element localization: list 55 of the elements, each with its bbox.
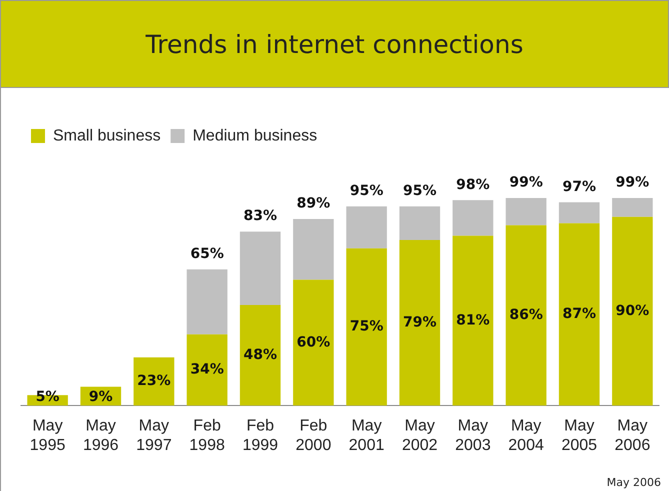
data-label: 86% — [509, 307, 543, 324]
bar — [240, 304, 281, 406]
data-label: 90% — [616, 302, 650, 319]
total-label: 99% — [509, 174, 543, 191]
data-label: 60% — [296, 334, 330, 350]
x-tick-label: May 2002 — [402, 418, 438, 454]
bar — [452, 236, 494, 406]
bar — [134, 357, 174, 406]
x-tick-label: Feb 2000 — [296, 418, 332, 454]
bar — [293, 280, 334, 406]
data-label: 23% — [137, 373, 171, 390]
x-tick-label: May 1996 — [82, 418, 119, 454]
data-label: 75% — [350, 318, 384, 335]
bar — [346, 206, 387, 248]
bar — [558, 223, 600, 406]
bar — [506, 198, 546, 226]
chart-title: Trends in internet connections — [0, 0, 669, 88]
bar — [240, 232, 281, 305]
total-label: 83% — [243, 208, 278, 224]
x-tick-label: May 1997 — [136, 418, 172, 454]
x-tick-label: Feb 1999 — [242, 418, 278, 454]
bar — [346, 248, 387, 406]
x-tick-label: May 2004 — [508, 418, 544, 454]
legend-label: Medium business — [192, 127, 318, 144]
bar — [558, 202, 600, 224]
total-label: 89% — [296, 196, 330, 212]
bar — [186, 334, 228, 406]
data-label: 34% — [190, 362, 224, 378]
text: May 2006 — [606, 476, 661, 489]
x-tick-label: May 2001 — [348, 418, 384, 454]
data-label: 48% — [243, 346, 278, 363]
x-tick-label: May 2006 — [614, 418, 650, 454]
data-label: 79% — [402, 314, 437, 330]
legend-label: Small business — [53, 127, 161, 144]
data-label: 87% — [562, 306, 596, 322]
data-label: 81% — [456, 312, 490, 328]
bar — [399, 206, 440, 240]
total-label: 97% — [562, 178, 596, 195]
total-label: 95% — [350, 183, 384, 200]
x-tick-label: May 2005 — [561, 418, 598, 454]
x-tick-label: Feb 1998 — [189, 418, 225, 454]
bar — [506, 225, 546, 406]
bar — [612, 216, 653, 406]
bar — [186, 269, 228, 334]
data-label: 9% — [88, 389, 113, 406]
x-tick-label: May 2003 — [455, 418, 491, 454]
bar — [612, 198, 653, 217]
bar — [399, 240, 440, 406]
bar — [452, 200, 494, 236]
total-label: 98% — [456, 176, 490, 193]
total-label: 95% — [402, 183, 437, 200]
x-tick-label: May 1995 — [30, 418, 66, 454]
bar — [293, 218, 334, 280]
total-label: 65% — [190, 246, 224, 262]
total-label: 99% — [616, 174, 650, 191]
